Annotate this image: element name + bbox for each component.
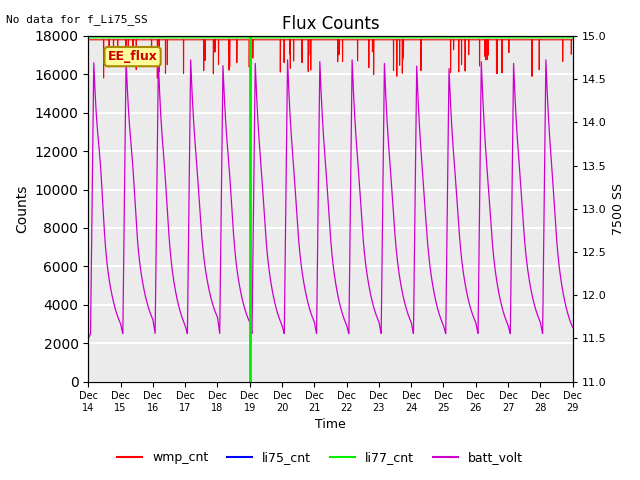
Y-axis label: Counts: Counts xyxy=(15,184,29,233)
Title: Flux Counts: Flux Counts xyxy=(282,15,380,33)
X-axis label: Time: Time xyxy=(315,419,346,432)
Text: EE_flux: EE_flux xyxy=(108,50,157,63)
Text: No data for f_Li75_SS: No data for f_Li75_SS xyxy=(6,14,148,25)
Y-axis label: 7500 SS: 7500 SS xyxy=(612,183,625,235)
Legend: wmp_cnt, li75_cnt, li77_cnt, batt_volt: wmp_cnt, li75_cnt, li77_cnt, batt_volt xyxy=(112,446,528,469)
